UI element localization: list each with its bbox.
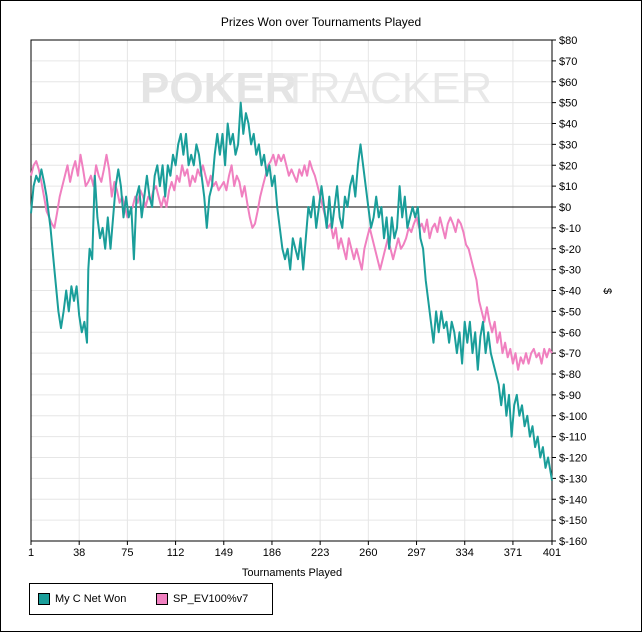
x-tick-label: 223 [311,547,329,559]
x-tick-label: 149 [215,547,233,559]
y-tick-label: $-140 [559,494,587,506]
y-tick-label: $-80 [559,369,581,381]
y-tick-label: $-120 [559,453,587,465]
x-tick-label: 1 [28,547,34,559]
x-tick-label: 334 [456,547,474,559]
y-tick-label: $-150 [559,515,587,527]
y-tick-label: $10 [559,181,577,193]
plot-area-border [30,39,553,542]
x-axis-label: Tournaments Played [242,567,342,579]
y-axis-label: $ [601,288,613,294]
x-tick-label: 112 [167,547,185,559]
y-tick-label: $0 [559,202,571,214]
x-tick-label: 401 [543,547,561,559]
y-tick-label: $-40 [559,286,581,298]
x-tick-label: 260 [359,547,377,559]
y-tick-label: $80 [559,35,577,47]
x-tick-label: 297 [407,547,425,559]
grid [30,39,553,542]
legend-item-ev: SP_EV100%v7 [156,593,248,605]
legend-label-net-won: My C Net Won [55,593,127,605]
legend-label-ev: SP_EV100%v7 [173,593,249,605]
y-tick-label: $-130 [559,473,587,485]
y-tick-label: $-50 [559,306,581,318]
x-tick-label: 75 [121,547,133,559]
legend-swatch-ev [156,593,168,605]
watermark: POKER TRACKER [140,64,492,113]
x-tick-label: 38 [73,547,85,559]
chart-title: Prizes Won over Tournaments Played [221,15,421,29]
y-tick-label: $60 [559,77,577,89]
y-tick-label: $-30 [559,265,581,277]
y-tick-label: $70 [559,56,577,68]
series-line-net-won [30,101,553,481]
y-tick-label: $-160 [559,536,587,548]
y-tick-label: $-100 [559,411,587,423]
watermark-left: POKER [140,64,296,113]
watermark-right: TRACKER [282,64,492,113]
x-tick-label: 186 [263,547,281,559]
y-tick-label: $-20 [559,244,581,256]
legend-item-net-won: My C Net Won [38,593,126,605]
legend-swatch-net-won [38,593,50,605]
y-tick-label: $-90 [559,390,581,402]
y-tick-label: $50 [559,98,577,110]
x-tick-label: 371 [504,547,522,559]
series-lines [30,101,553,481]
y-tick-label: $-70 [559,348,581,360]
y-tick-label: $20 [559,160,577,172]
legend: My C Net Won SP_EV100%v7 [29,583,273,615]
series-line-ev [30,153,553,371]
y-tick-label: $30 [559,139,577,151]
y-tick-label: $-110 [559,432,586,444]
axes: $80 $70 $60 $50 $40 $30 $20 $10 $0 $-10 $-20 $-30 $-… [28,35,587,559]
y-tick-label: $-60 [559,327,581,339]
y-tick-label: $-10 [559,223,581,235]
y-tick-label: $40 [559,119,577,131]
